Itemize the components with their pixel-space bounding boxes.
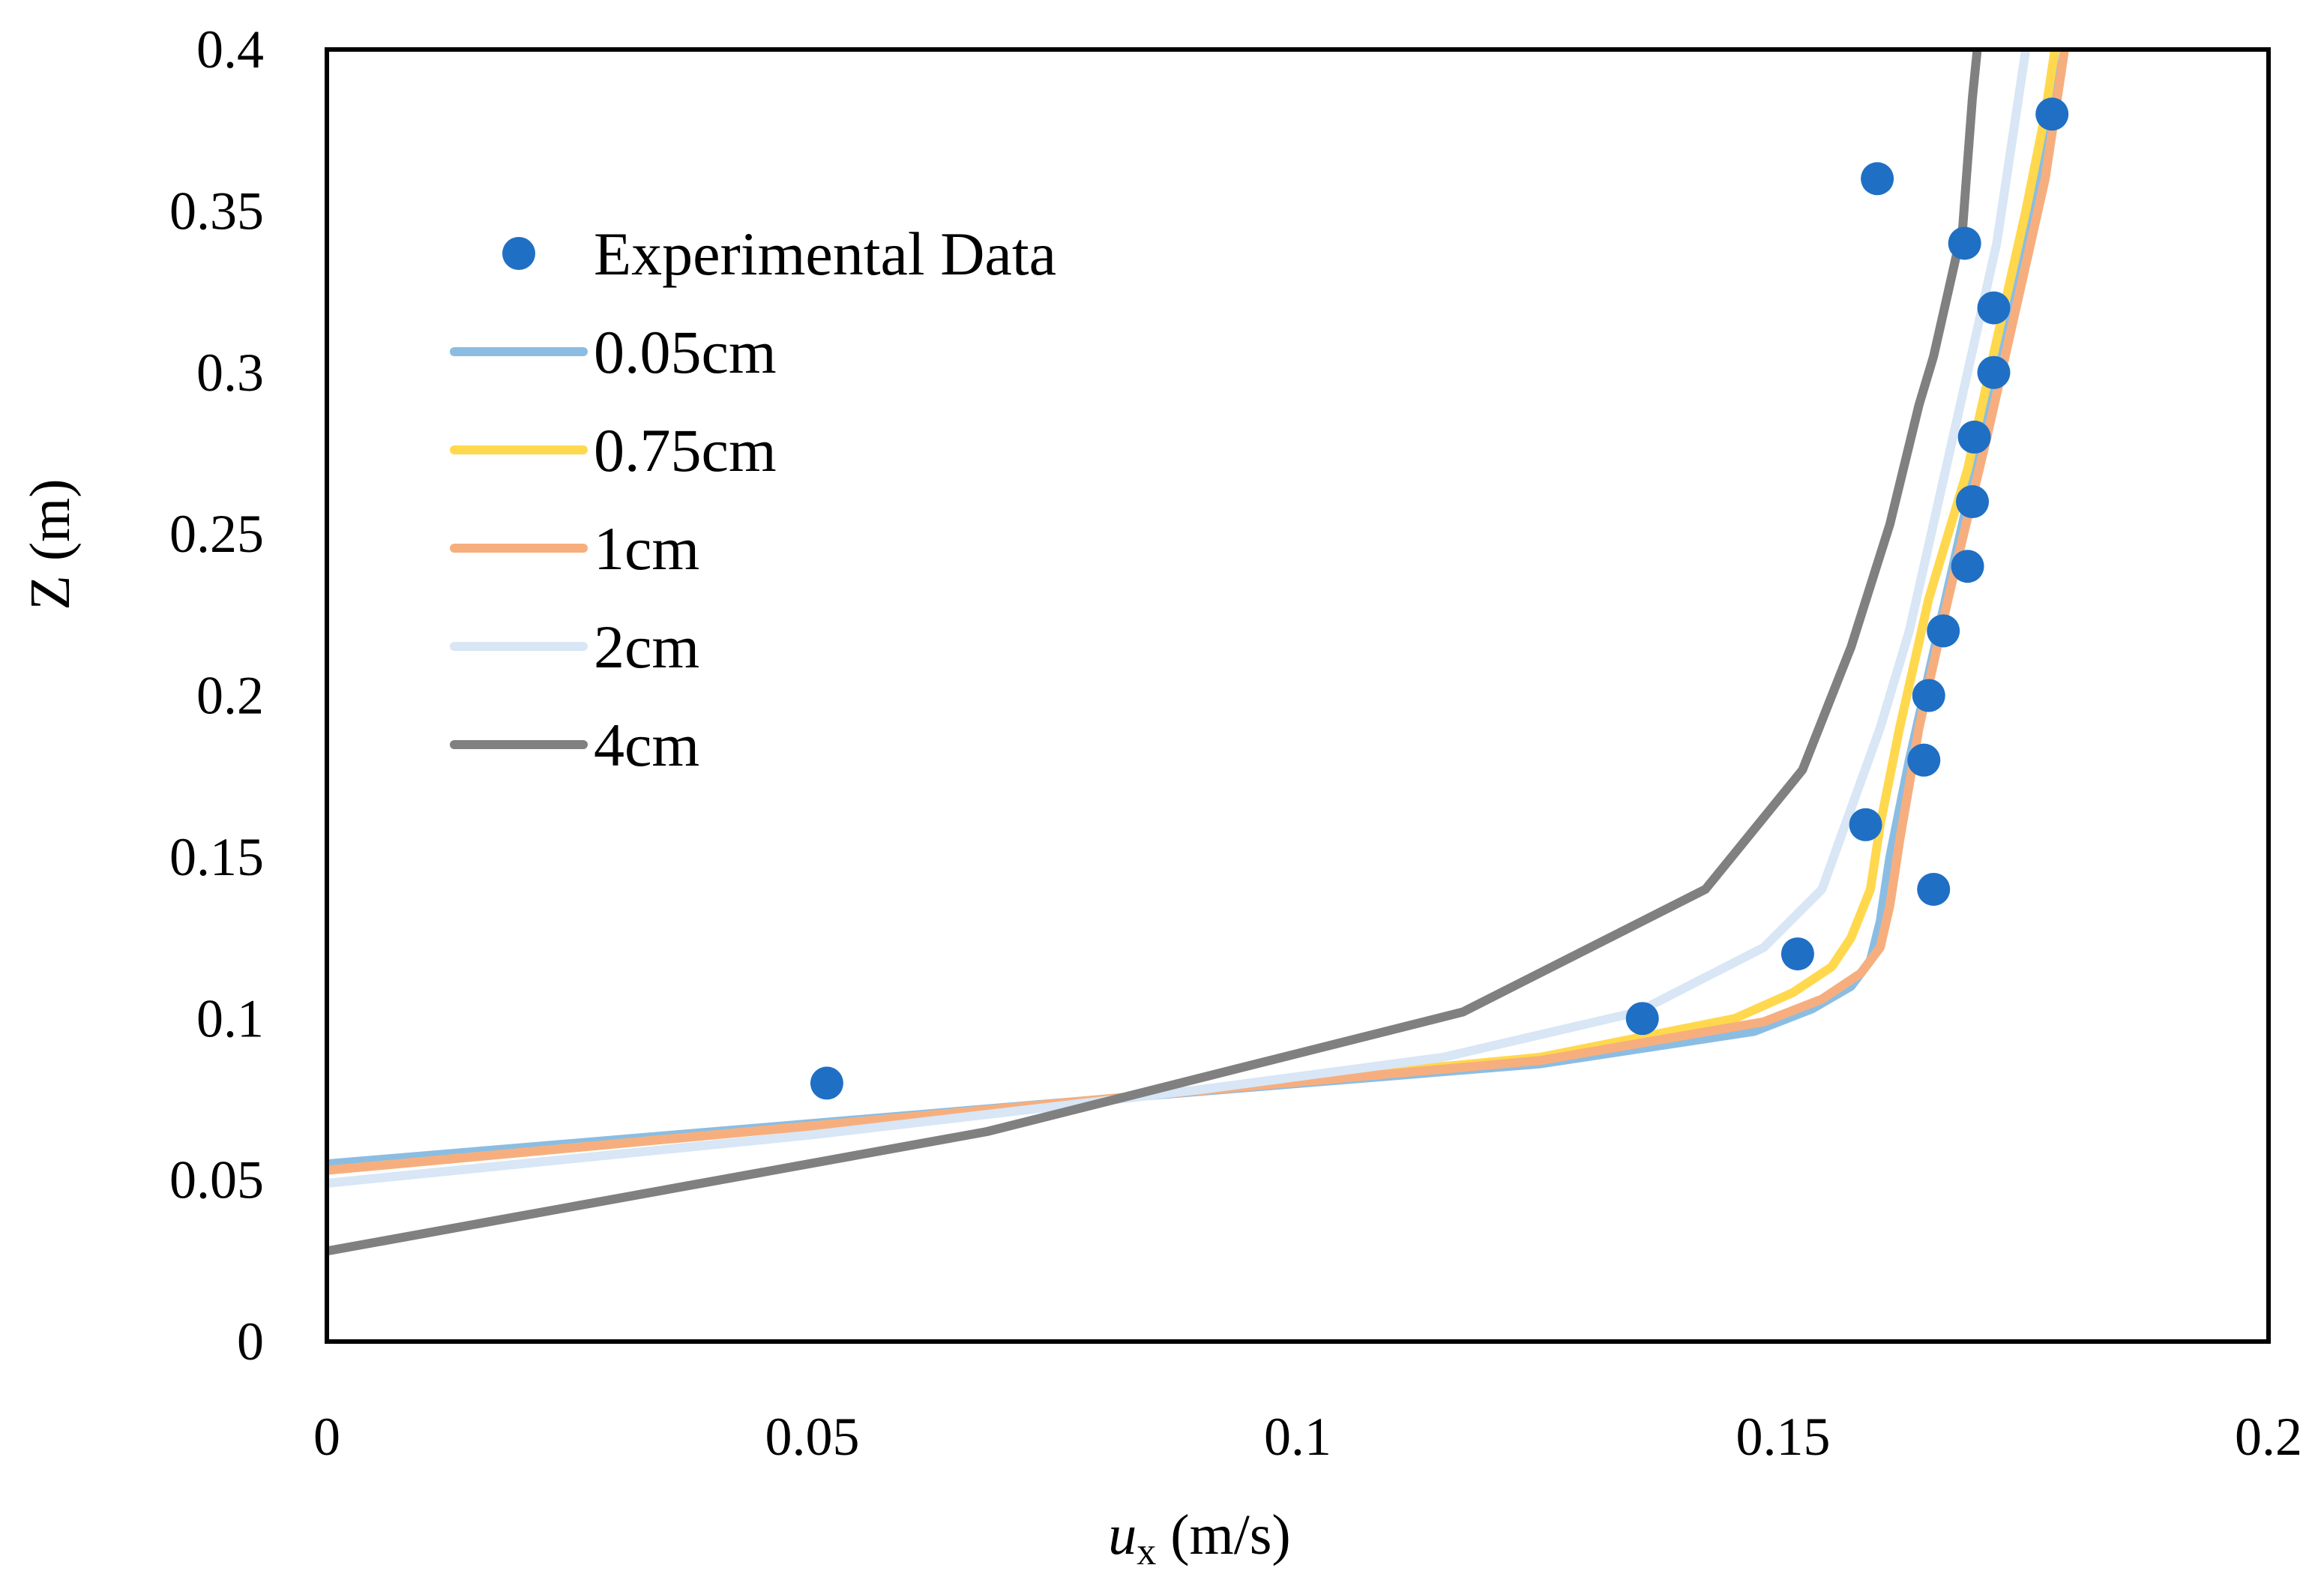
- y-tick-label: 0.35: [169, 181, 264, 241]
- legend-label-experimental-data: Experimental Data: [594, 220, 1056, 288]
- experimental-data-point: [1951, 550, 1984, 583]
- legend-label-0-05cm: 0.05cm: [594, 318, 777, 386]
- series-line-0-75cm: [327, 49, 2060, 1175]
- x-axis-label-subscript: x: [1137, 1531, 1156, 1573]
- experimental-data-point: [1957, 420, 1991, 454]
- experimental-data-point: [1849, 808, 1882, 841]
- y-axis-label: Z (m): [19, 478, 82, 610]
- x-axis-tick-labels: 0 0.05 0.1 0.15 0.2: [313, 1407, 2302, 1467]
- y-tick-label: 0: [237, 1312, 264, 1372]
- y-axis-tick-labels: 0 0.05 0.1 0.15 0.2 0.25 0.3 0.35 0.4: [169, 19, 264, 1372]
- y-tick-label: 0.25: [169, 504, 264, 564]
- experimental-data-point: [2035, 97, 2069, 131]
- experimental-data-point: [1948, 226, 1981, 260]
- experimental-data-point: [1912, 679, 1945, 712]
- x-tick-label: 0.2: [2235, 1407, 2302, 1467]
- x-axis-label: ux (m/s): [1108, 1504, 1290, 1573]
- legend-label-1cm: 1cm: [594, 514, 699, 583]
- experimental-data-point: [810, 1066, 843, 1100]
- y-tick-label: 0.15: [169, 827, 264, 887]
- legend-label-4cm: 4cm: [594, 711, 699, 779]
- series-line-1cm: [327, 49, 2069, 1175]
- experimental-data-point: [1780, 937, 1814, 971]
- x-axis-label-unit: (m/s): [1156, 1504, 1290, 1567]
- experimental-data-point: [1861, 162, 1894, 196]
- experimental-data-point: [1917, 872, 1951, 906]
- experimental-data-point: [1977, 355, 2011, 389]
- y-tick-label: 0.1: [196, 988, 264, 1048]
- series-line-2cm: [327, 49, 2031, 1188]
- series-layer: [327, 49, 2069, 1256]
- x-tick-label: 0.15: [1736, 1407, 1831, 1467]
- series-line-0-05cm: [327, 49, 2060, 1169]
- x-tick-label: 0.05: [765, 1407, 860, 1467]
- x-axis-label-variable: u: [1108, 1504, 1137, 1567]
- x-tick-label: 0.1: [1264, 1407, 1331, 1467]
- legend: Experimental Data 0.05cm 0.75cm 1cm 2cm 4cm: [450, 220, 1056, 779]
- x-tick-label: 0: [313, 1407, 340, 1467]
- plot-frame: [325, 47, 2271, 1344]
- experimental-data-point: [1907, 743, 1941, 777]
- experimental-data-point: [1977, 291, 2011, 325]
- legend-label-0-75cm: 0.75cm: [594, 416, 777, 484]
- experimental-data-point: [1956, 485, 1990, 519]
- experimental-data-point: [1927, 614, 1960, 648]
- series-line-4cm: [327, 49, 1982, 1256]
- legend-marker-experimental-data: [502, 237, 535, 270]
- experimental-data-points: [810, 97, 2069, 1100]
- y-tick-label: 0.05: [169, 1150, 264, 1210]
- experimental-data-point: [1625, 1002, 1659, 1036]
- y-tick-label: 0.2: [196, 666, 264, 726]
- y-tick-label: 0.3: [196, 343, 264, 403]
- legend-label-2cm: 2cm: [594, 613, 699, 681]
- y-tick-label: 0.4: [196, 19, 264, 79]
